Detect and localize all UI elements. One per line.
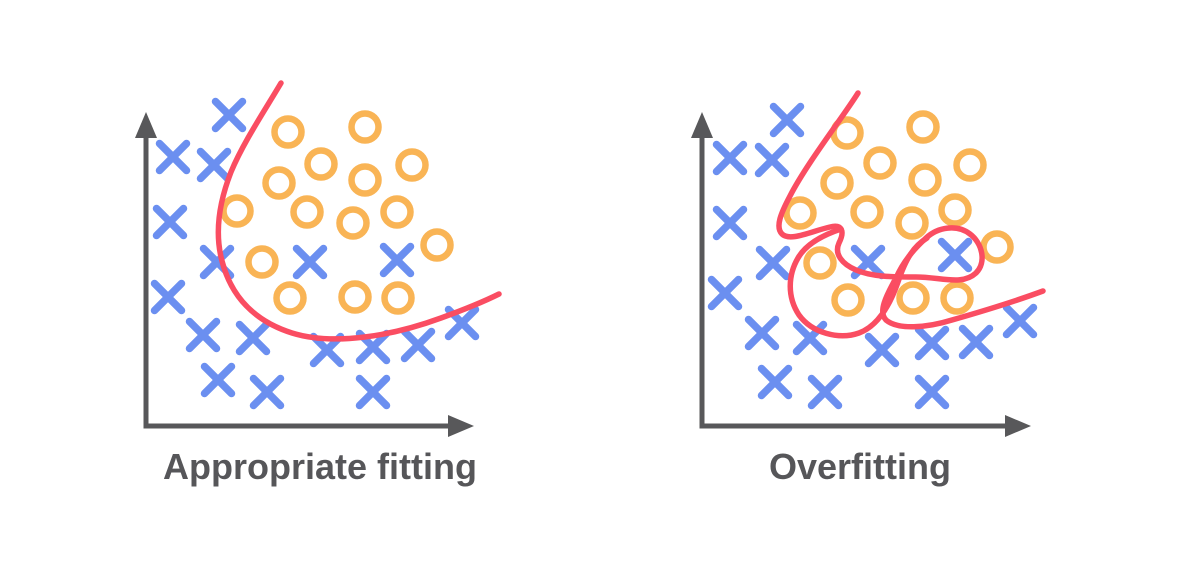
x-axis-arrow-icon [1005, 415, 1031, 437]
circle-mark [938, 193, 972, 227]
circle-mark [906, 110, 940, 144]
circle-mark [381, 281, 415, 315]
series-orange-circle-class [783, 110, 1014, 317]
decision-boundary-curve [215, 80, 502, 342]
x-mark [400, 327, 436, 363]
x-mark [807, 374, 843, 410]
series-blue-x-class [150, 97, 480, 410]
x-mark [211, 97, 247, 133]
circle-mark [338, 280, 372, 314]
x-mark [755, 245, 791, 281]
circle-mark [980, 230, 1014, 264]
x-mark [914, 374, 950, 410]
x-mark [707, 275, 743, 311]
circle-mark [420, 228, 454, 262]
y-axis-arrow-icon [135, 112, 157, 138]
x-mark [200, 362, 236, 398]
panel-title-appropriate-fitting: Appropriate fitting [163, 446, 477, 487]
circle-mark [895, 206, 929, 240]
circle-mark [850, 195, 884, 229]
x-mark [155, 139, 191, 175]
circle-mark [395, 148, 429, 182]
circle-mark [803, 246, 837, 280]
x-mark [152, 204, 188, 240]
circle-mark [262, 166, 296, 200]
x-axis-arrow-icon [448, 415, 474, 437]
circle-mark [273, 281, 307, 315]
panel-title-overfitting: Overfitting [768, 446, 951, 487]
decision-boundary-curve [787, 226, 930, 339]
x-mark [185, 317, 221, 353]
x-mark [712, 140, 748, 176]
circle-mark [336, 206, 370, 240]
circle-mark [953, 148, 987, 182]
circle-mark [271, 115, 305, 149]
x-mark [937, 237, 973, 273]
x-mark [769, 102, 805, 138]
x-mark [1002, 303, 1038, 339]
x-mark [712, 205, 748, 241]
circle-mark [831, 283, 865, 317]
circle-mark [348, 110, 382, 144]
x-mark [379, 242, 415, 278]
x-mark [249, 374, 285, 410]
x-mark [958, 324, 994, 360]
circle-mark [940, 281, 974, 315]
panel-appropriate-fitting [135, 80, 502, 437]
circle-mark [380, 195, 414, 229]
circle-mark [863, 146, 897, 180]
y-axis-arrow-icon [691, 112, 713, 138]
circle-mark [783, 196, 817, 230]
circle-mark [908, 163, 942, 197]
x-mark [754, 142, 790, 178]
panel-overfitting [691, 90, 1046, 437]
x-mark [864, 332, 900, 368]
x-mark [196, 147, 232, 183]
series-blue-x-class [707, 102, 1038, 410]
series-orange-circle-class [220, 110, 454, 315]
x-mark [355, 374, 391, 410]
circle-mark [290, 195, 324, 229]
circle-mark [220, 194, 254, 228]
x-mark [235, 320, 271, 356]
x-mark [150, 279, 186, 315]
circle-mark [348, 163, 382, 197]
x-mark [914, 325, 950, 361]
circle-mark [896, 281, 930, 315]
x-mark [292, 244, 328, 280]
x-mark [757, 364, 793, 400]
circle-mark [304, 147, 338, 181]
circle-mark [245, 245, 279, 279]
decision-boundary-curve [776, 90, 1046, 330]
circle-mark [820, 166, 854, 200]
x-mark [744, 315, 780, 351]
